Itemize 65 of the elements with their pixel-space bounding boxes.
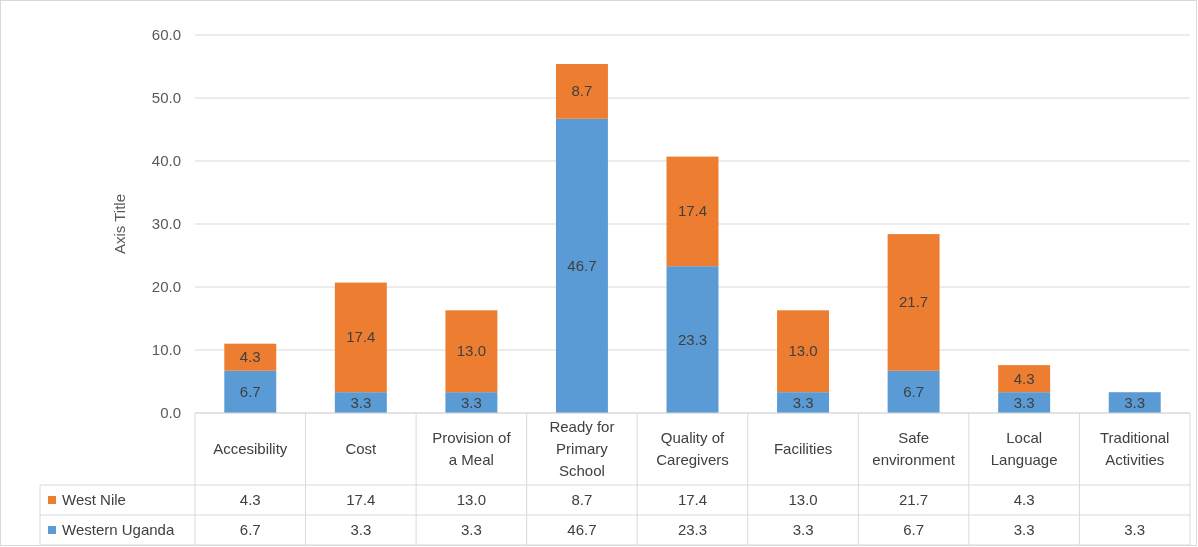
bar: [887, 370, 940, 413]
x-tick-label: Quality of Caregivers: [656, 429, 729, 468]
bar: [555, 118, 608, 413]
data-label: 21.7: [899, 491, 929, 508]
y-tick-label: 40.0: [151, 152, 181, 170]
text: 21.7: [899, 293, 929, 311]
text: 8.7: [571, 82, 593, 100]
x-tick-label: Safe environment: [872, 429, 956, 468]
bar: [555, 63, 608, 119]
text: 13.0: [788, 342, 818, 360]
bar: [777, 310, 830, 393]
data-label: 17.4: [346, 491, 376, 508]
data-label: 3.3: [350, 521, 372, 538]
y-axis-title: Axis Title: [111, 193, 128, 255]
text: 46.7: [567, 256, 597, 274]
text: 6.7: [239, 382, 261, 400]
x-tick-label: Accesibility: [213, 440, 288, 457]
x-tick-label: Traditional Activities: [1099, 429, 1170, 468]
data-label: 4.3: [239, 491, 261, 508]
bar: [887, 234, 940, 371]
bar: [666, 266, 719, 413]
legend-label: Western Uganda: [62, 521, 175, 538]
bar: [998, 365, 1051, 393]
x-tick-label: Cost: [345, 440, 378, 457]
text: 3.3: [1124, 393, 1146, 411]
text: 6.7: [903, 382, 925, 400]
data-label: 8.7: [571, 491, 593, 508]
y-tick-label: 20.0: [151, 278, 181, 296]
bar: [445, 310, 498, 393]
text: 17.4: [346, 328, 376, 346]
text: 3.3: [792, 393, 814, 411]
data-label: 23.3: [677, 521, 708, 538]
data-label: 13.0: [788, 491, 818, 508]
data-label: 13.0: [456, 491, 486, 508]
x-tick-label: Ready for Primary School: [549, 418, 615, 479]
text: 17.4: [677, 202, 708, 220]
text: 13.0: [456, 342, 486, 360]
x-tick-label: Facilities: [773, 440, 833, 457]
data-label: 6.7: [239, 521, 261, 538]
bar: [666, 156, 719, 267]
bar: [224, 343, 277, 371]
text: 4.3: [1013, 369, 1035, 387]
legend-label: West Nile: [62, 491, 126, 508]
text: 4.3: [239, 348, 261, 366]
x-tick-label: Provision of a Meal: [432, 429, 512, 468]
data-label: 3.3: [792, 521, 814, 538]
data-label: 3.3: [1124, 521, 1146, 538]
y-tick-label: 10.0: [151, 341, 181, 359]
data-label: 46.7: [567, 521, 597, 538]
text: 3.3: [350, 393, 372, 411]
data-label: 4.3: [1013, 491, 1035, 508]
data-label: 17.4: [677, 491, 708, 508]
bar: [334, 282, 387, 393]
y-tick-label: 60.0: [151, 26, 181, 44]
text: 23.3: [677, 330, 708, 348]
data-label: 3.3: [1013, 521, 1035, 538]
data-label: 3.3: [460, 521, 482, 538]
x-tick-label: Local Language: [990, 429, 1058, 468]
text: 3.3: [460, 393, 482, 411]
text: 3.3: [1013, 393, 1035, 411]
y-tick-label: 50.0: [151, 89, 181, 107]
y-tick-label: 0.0: [160, 404, 181, 422]
y-tick-label: 30.0: [151, 215, 181, 233]
data-label: 6.7: [903, 521, 925, 538]
bar: [224, 370, 277, 413]
